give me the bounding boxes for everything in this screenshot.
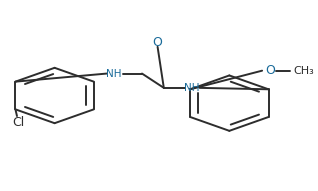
Text: CH₃: CH₃ — [293, 66, 314, 76]
Text: NH: NH — [106, 69, 122, 79]
Text: O: O — [153, 36, 162, 49]
Text: Cl: Cl — [12, 116, 25, 129]
Text: O: O — [265, 64, 275, 77]
Text: NH: NH — [184, 83, 200, 93]
